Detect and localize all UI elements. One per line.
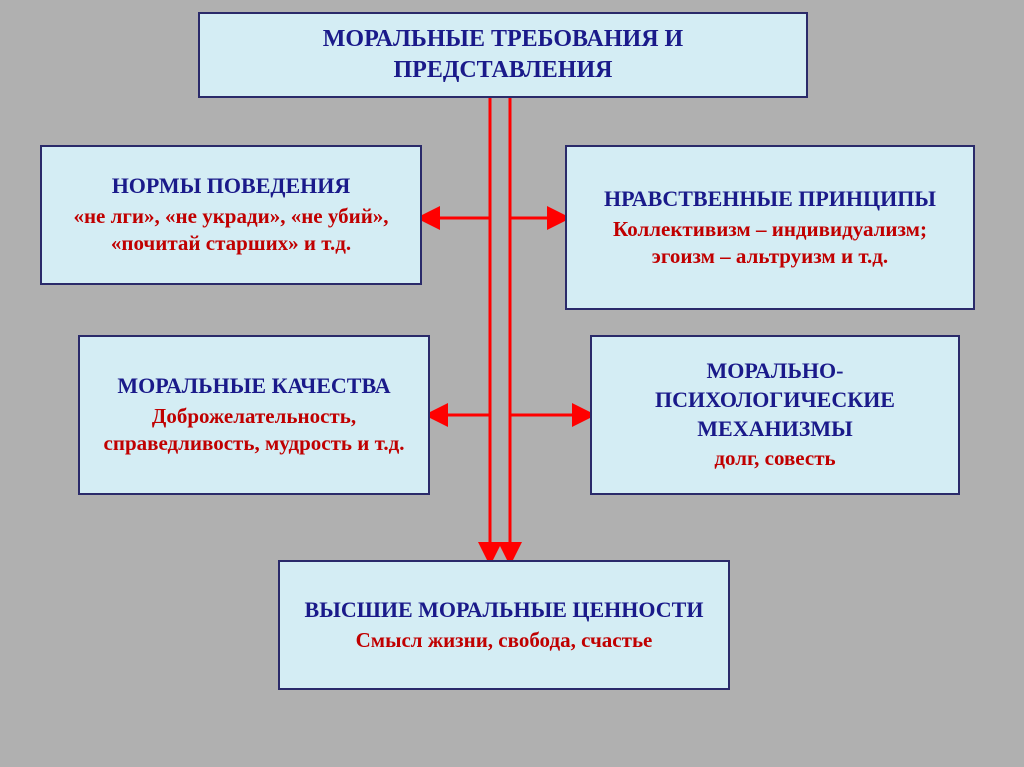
- node-left2: МОРАЛЬНЫЕ КАЧЕСТВА Доброжелательность, с…: [78, 335, 430, 495]
- node-subtitle: «не лги», «не укради», «не убий», «почит…: [54, 203, 408, 258]
- node-title: НРАВСТВЕННЫЕ ПРИНЦИПЫ: [579, 185, 961, 214]
- node-right2: МОРАЛЬНО-ПСИХОЛОГИЧЕСКИЕ МЕХАНИЗМЫ долг,…: [590, 335, 960, 495]
- node-subtitle: Смысл жизни, свобода, счастье: [292, 627, 716, 654]
- node-subtitle: долг, совесть: [604, 445, 946, 472]
- node-title: ВЫСШИЕ МОРАЛЬНЫЕ ЦЕННОСТИ: [292, 596, 716, 625]
- node-left1: НОРМЫ ПОВЕДЕНИЯ «не лги», «не укради», «…: [40, 145, 422, 285]
- node-top: МОРАЛЬНЫЕ ТРЕБОВАНИЯ И ПРЕДСТАВЛЕНИЯ: [198, 12, 808, 98]
- node-title: НОРМЫ ПОВЕДЕНИЯ: [54, 172, 408, 201]
- node-bottom: ВЫСШИЕ МОРАЛЬНЫЕ ЦЕННОСТИ Смысл жизни, с…: [278, 560, 730, 690]
- node-subtitle: Доброжелательность, справедливость, мудр…: [92, 403, 416, 458]
- node-title: МОРАЛЬНО-ПСИХОЛОГИЧЕСКИЕ МЕХАНИЗМЫ: [604, 357, 946, 443]
- node-title: МОРАЛЬНЫЕ ТРЕБОВАНИЯ И ПРЕДСТАВЛЕНИЯ: [212, 24, 794, 86]
- node-right1: НРАВСТВЕННЫЕ ПРИНЦИПЫ Коллективизм – инд…: [565, 145, 975, 310]
- node-title: МОРАЛЬНЫЕ КАЧЕСТВА: [92, 372, 416, 401]
- diagram-canvas: МОРАЛЬНЫЕ ТРЕБОВАНИЯ И ПРЕДСТАВЛЕНИЯ НОР…: [0, 0, 1024, 767]
- node-subtitle: Коллективизм – индивидуализм; эгоизм – а…: [579, 216, 961, 271]
